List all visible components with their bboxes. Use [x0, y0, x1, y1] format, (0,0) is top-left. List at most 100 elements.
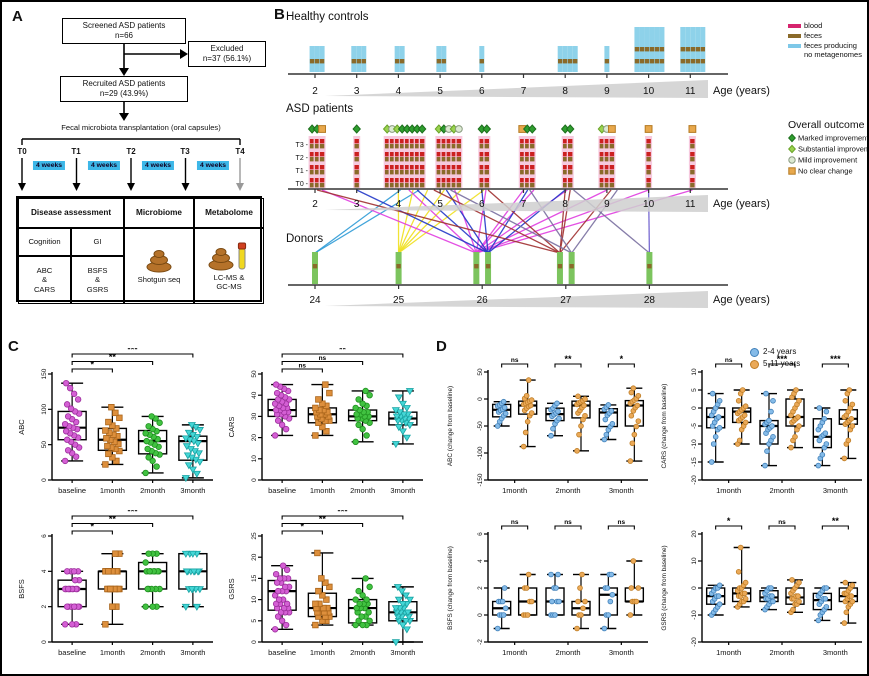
metabolome-method: LC-MS & GC-MS: [213, 272, 245, 291]
svg-text:0: 0: [691, 586, 698, 590]
svg-text:-5: -5: [691, 423, 698, 429]
svg-text:***: ***: [777, 354, 788, 364]
cell-cognition: Cognition: [18, 228, 71, 256]
excluded-line2: n=37 (56.1%): [202, 54, 252, 63]
svg-text:*: *: [90, 360, 94, 370]
excluded-box: Excluded n=37 (56.1%): [188, 41, 266, 67]
svg-text:-150: -150: [477, 473, 484, 486]
assessment-table: Disease assessment Microbiome Metabolome…: [16, 196, 264, 304]
recruited-line2: n=29 (43.9%): [99, 89, 149, 98]
svg-text:1month: 1month: [502, 648, 527, 657]
svg-text:8: 8: [562, 86, 568, 97]
svg-text:4: 4: [41, 569, 48, 573]
svg-text:blood: blood: [804, 21, 822, 30]
svg-text:5: 5: [437, 199, 443, 210]
panel-a: Screened ASD patients n=66 Excluded n=37…: [10, 8, 272, 340]
svg-text:GSRS: GSRS: [227, 578, 236, 599]
svg-text:**: **: [109, 514, 117, 524]
svg-text:9: 9: [604, 86, 610, 97]
boxplot-gsrs-change: 20 10 0 -10 -20 GSRS (change from baseline) 1m…: [661, 516, 862, 657]
svg-text:50: 50: [41, 441, 48, 449]
svg-text:**: **: [832, 516, 840, 526]
svg-text:GSRS (change from baseline): GSRS (change from baseline): [661, 545, 668, 630]
svg-text:baseline: baseline: [58, 648, 86, 657]
svg-text:ns: ns: [725, 357, 733, 364]
interval-chip-4: 4 weeks: [196, 161, 230, 170]
svg-text:8: 8: [562, 199, 568, 210]
svg-text:0: 0: [691, 406, 698, 410]
svg-text:**: **: [564, 354, 572, 364]
svg-text:1month: 1month: [716, 486, 741, 495]
svg-text:2: 2: [312, 86, 318, 97]
svg-text:BSFS: BSFS: [17, 579, 26, 599]
svg-text:10: 10: [643, 86, 655, 97]
svg-text:2: 2: [312, 199, 318, 210]
svg-text:***: ***: [127, 510, 138, 517]
screened-box: Screened ASD patients n=66: [62, 18, 186, 44]
svg-text:CARS (change from baseline): CARS (change from baseline): [661, 384, 668, 469]
cell-metabolome: LC-MS & GC-MS: [194, 228, 264, 304]
svg-text:9: 9: [604, 199, 610, 210]
boxplot-cars: 0 10 20 30 40 50 CARS baseline 1month 2month 3mont…: [227, 348, 423, 495]
cell-microbiome: Shotgun seq: [124, 228, 194, 304]
timepoint-t1: T1: [71, 147, 81, 156]
svg-text:1month: 1month: [100, 648, 125, 657]
fmt-title: Fecal microbiota transplantation (oral c…: [61, 123, 221, 132]
svg-text:100: 100: [41, 404, 48, 415]
svg-text:6: 6: [479, 86, 485, 97]
svg-text:Overall outcome: Overall outcome: [788, 119, 865, 131]
svg-text:**: **: [109, 352, 117, 362]
screened-line1: Screened ASD patients: [82, 21, 166, 30]
svg-text:Age (years): Age (years): [713, 85, 770, 97]
svg-text:-50: -50: [477, 421, 484, 431]
svg-text:baseline: baseline: [58, 486, 86, 495]
svg-text:10: 10: [691, 368, 698, 376]
svg-text:2month: 2month: [350, 486, 375, 495]
svg-text:3month: 3month: [390, 648, 415, 657]
svg-text:no metagenomes: no metagenomes: [804, 50, 862, 59]
svg-text:Age (years): Age (years): [713, 294, 770, 306]
svg-text:4: 4: [396, 86, 402, 97]
blue-dot-icon: [750, 347, 759, 357]
svg-text:2month: 2month: [140, 486, 165, 495]
svg-text:4: 4: [396, 199, 402, 210]
svg-text:-20: -20: [691, 475, 698, 485]
svg-text:3: 3: [354, 199, 360, 210]
svg-text:0: 0: [41, 640, 48, 644]
svg-text:50: 50: [477, 368, 484, 376]
svg-text:-2: -2: [477, 639, 484, 645]
svg-text:Healthy controls: Healthy controls: [286, 11, 369, 23]
svg-text:0: 0: [477, 613, 484, 617]
svg-text:ns: ns: [511, 357, 519, 364]
timepoint-t2: T2: [126, 147, 136, 156]
svg-text:BSFS (change from baseline): BSFS (change from baseline): [447, 546, 454, 630]
svg-text:-100: -100: [477, 446, 484, 459]
panel-b-label: B: [274, 6, 285, 23]
svg-text:ns: ns: [564, 519, 572, 526]
svg-text:28: 28: [644, 295, 656, 306]
svg-text:10: 10: [251, 596, 258, 604]
timepoint-t4: T4: [235, 147, 245, 156]
svg-text:2month: 2month: [769, 486, 794, 495]
excluded-line1: Excluded: [210, 44, 244, 53]
svg-text:6: 6: [41, 534, 48, 538]
svg-text:25: 25: [251, 532, 258, 540]
svg-text:1month: 1month: [100, 486, 125, 495]
svg-text:0: 0: [477, 397, 484, 401]
svg-text:ASD patients: ASD patients: [286, 103, 353, 115]
svg-text:26: 26: [477, 295, 489, 306]
interval-chip-1: 4 weeks: [32, 161, 66, 170]
feces-and-tube-icon: [208, 242, 247, 271]
svg-text:0: 0: [41, 478, 48, 482]
svg-text:-10: -10: [691, 610, 698, 620]
panel-d-label: D: [436, 338, 447, 355]
svg-text:2: 2: [477, 586, 484, 590]
svg-text:-15: -15: [691, 457, 698, 467]
header-microbiome: Microbiome: [124, 198, 194, 228]
svg-text:ns: ns: [319, 355, 327, 362]
legend-2-4-years: 2-4 years: [750, 346, 800, 358]
svg-text:0: 0: [251, 640, 258, 644]
svg-text:feces: feces: [804, 31, 822, 40]
svg-text:*: *: [300, 522, 304, 532]
screened-line2: n=66: [114, 31, 134, 40]
